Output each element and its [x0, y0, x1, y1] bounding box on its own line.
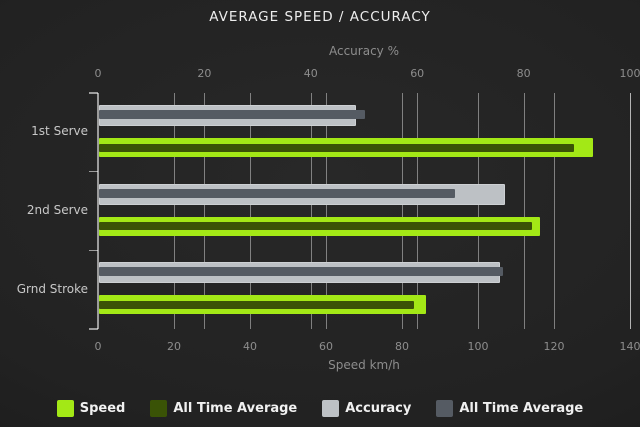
top-axis-title: Accuracy %	[328, 44, 399, 58]
top-tick-100: 100	[619, 67, 640, 80]
legend-item-speed-speed: Speed	[56, 400, 126, 417]
bar-accuracy-average-1st-serve	[99, 110, 365, 119]
bar-accuracy-average-2nd-serve	[99, 188, 456, 198]
legend-item-accuracy-accuracy: Accuracy	[322, 400, 411, 417]
gridline-speed-140	[630, 93, 631, 329]
legend-item-all-time-average-accuracy: All Time Average	[436, 400, 583, 417]
category-label-grnd-stroke: Grnd Stroke	[16, 281, 88, 296]
gridline-speed-120	[554, 93, 555, 329]
bar-speed-average-grnd-stroke	[99, 300, 415, 309]
legend: Speed All Time Average Accuracy All Time Av…	[0, 400, 640, 417]
bottom-tick-100: 100	[467, 340, 489, 353]
category-label-1st-serve: 1st Serve	[31, 124, 88, 139]
top-tick-60: 60	[410, 67, 425, 80]
legend-item-all-time-average-speed: All Time Average	[150, 400, 297, 417]
legend-swatch-accuracy-accuracy	[322, 400, 340, 417]
top-tick-20: 20	[197, 67, 212, 80]
y-axis-line	[97, 93, 99, 329]
bar-accuracy-average-grnd-stroke	[99, 267, 504, 277]
bar-speed-average-1st-serve	[99, 143, 574, 152]
top-tick-80: 80	[516, 67, 531, 80]
bottom-tick-60: 60	[319, 340, 333, 353]
legend-swatch-all-time-average-speed	[150, 400, 168, 417]
gridline-accuracy-80	[523, 93, 525, 329]
bottom-tick-120: 120	[543, 340, 565, 353]
legend-label-all-time-average-speed: All Time Average	[173, 401, 298, 416]
gridline-accuracy-20	[204, 93, 206, 329]
legend-swatch-all-time-average-accuracy	[436, 400, 454, 417]
legend-label-all-time-average-accuracy: All Time Average	[459, 401, 584, 416]
legend-label-speed-speed: Speed	[79, 401, 126, 416]
gridline-speed-60	[326, 93, 327, 329]
bottom-axis-title: Speed km/h	[328, 358, 400, 372]
bottom-tick-40: 40	[243, 340, 257, 353]
y-axis-tick	[89, 249, 98, 252]
legend-label-accuracy-accuracy: Accuracy	[345, 401, 412, 416]
gridline-speed-100	[478, 93, 479, 329]
category-label-2nd-serve: 2nd Serve	[26, 203, 88, 217]
gridline-speed-80	[402, 93, 403, 329]
bottom-tick-0: 0	[94, 340, 102, 353]
gridline-accuracy-40	[310, 93, 312, 329]
gridline-accuracy-100	[630, 93, 631, 329]
gridline-speed-20	[174, 93, 175, 329]
bottom-tick-20: 20	[167, 340, 181, 353]
chart-title: AVERAGE SPEED / ACCURACY	[209, 9, 431, 25]
y-axis-tick	[89, 170, 98, 173]
bottom-tick-80: 80	[395, 340, 409, 353]
bar-speed-average-2nd-serve	[99, 222, 533, 231]
gridline-speed-40	[250, 93, 251, 329]
gridline-accuracy-60	[417, 93, 419, 329]
top-tick-40: 40	[303, 67, 318, 80]
y-axis-tick	[89, 328, 98, 330]
bottom-tick-140: 140	[619, 340, 640, 353]
y-axis-tick	[89, 92, 98, 94]
legend-swatch-speed-speed	[56, 400, 74, 417]
top-tick-0: 0	[94, 67, 102, 80]
